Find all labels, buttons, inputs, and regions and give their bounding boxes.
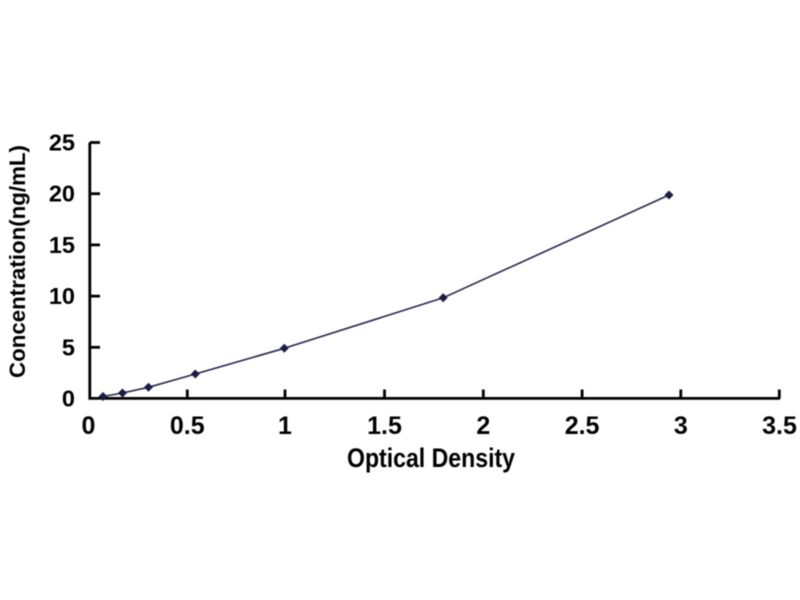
svg-text:0.5: 0.5 xyxy=(170,412,205,440)
svg-text:0: 0 xyxy=(62,385,75,411)
svg-text:15: 15 xyxy=(49,232,75,258)
svg-text:3.5: 3.5 xyxy=(762,412,797,440)
svg-text:Optical Density: Optical Density xyxy=(347,443,515,473)
svg-text:2.5: 2.5 xyxy=(565,412,600,440)
svg-text:1: 1 xyxy=(278,412,292,440)
svg-text:0: 0 xyxy=(82,412,96,440)
svg-text:3: 3 xyxy=(674,412,688,440)
svg-text:2: 2 xyxy=(476,412,490,440)
svg-text:25: 25 xyxy=(49,130,75,156)
svg-text:10: 10 xyxy=(49,283,75,309)
svg-text:20: 20 xyxy=(49,181,75,207)
svg-text:Concentration(ng/mL): Concentration(ng/mL) xyxy=(5,145,30,378)
svg-text:5: 5 xyxy=(62,334,75,360)
svg-text:1.5: 1.5 xyxy=(367,412,402,440)
